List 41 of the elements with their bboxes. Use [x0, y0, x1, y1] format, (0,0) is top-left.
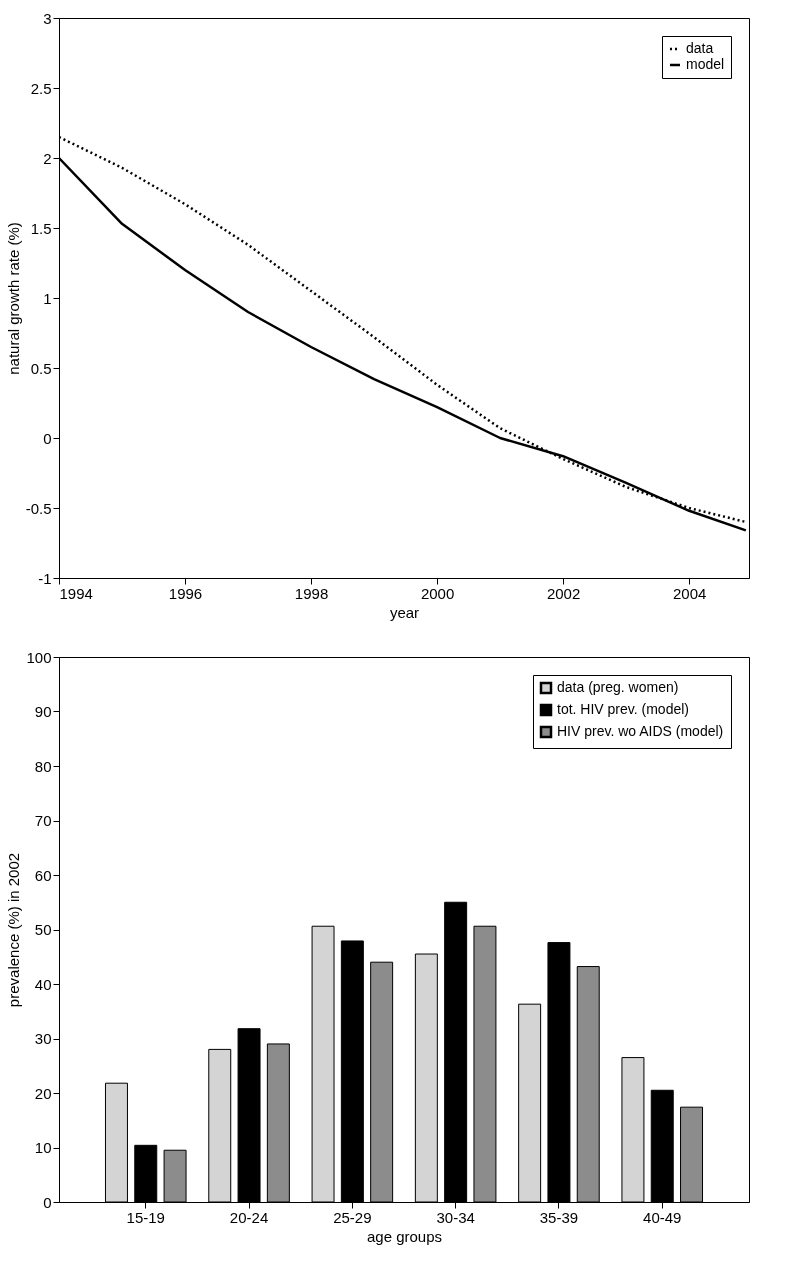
legend-label: data: [686, 40, 714, 56]
y-axis-title: natural growth rate (%): [4, 222, 22, 375]
y-tick-label: 60: [34, 866, 52, 884]
legend-label: tot. HIV prev. (model): [557, 701, 690, 717]
y-tick-label: 1.5: [30, 219, 52, 237]
y-tick-label: 10: [34, 1139, 52, 1156]
legend-label: HIV prev. wo AIDS (model): [557, 723, 724, 739]
y-tick-label: 80: [34, 757, 52, 775]
y-tick-label: 3: [43, 9, 52, 27]
legend-label: model: [686, 56, 725, 72]
y-tick-label: 1: [43, 289, 52, 307]
x-tick-label: 25-29: [333, 1208, 372, 1226]
y-tick-label: 30: [34, 1030, 52, 1047]
x-tick-label: 35-39: [539, 1208, 579, 1226]
y-tick-label: 0.5: [30, 359, 52, 377]
y-tick-label: 0: [43, 1193, 52, 1211]
y-tick-label: 90: [34, 703, 52, 720]
y-tick-label: 2.5: [30, 79, 52, 97]
y-axis-title: prevalence (%) in 2002: [5, 852, 23, 1008]
x-axis-title: year: [389, 603, 420, 621]
x-tick-label: 15-19: [126, 1208, 165, 1226]
y-tick-label: 50: [34, 921, 52, 938]
y-tick-label: 40: [34, 975, 52, 993]
x-tick-label: 20-24: [229, 1208, 269, 1226]
y-tick-label: -1: [38, 569, 52, 587]
y-tick-label: 2: [43, 149, 52, 167]
x-tick-label: 2002: [546, 584, 581, 602]
x-tick-label: 2004: [672, 584, 707, 602]
x-tick-label: 30-34: [436, 1208, 475, 1226]
x-tick-label: 1994: [59, 584, 93, 602]
x-tick-label: 2000: [420, 584, 455, 602]
y-tick-label: 100: [26, 648, 52, 666]
y-tick-label: 0: [43, 429, 52, 447]
x-tick-label: 1998: [294, 584, 329, 602]
x-tick-label: 1996: [168, 584, 203, 602]
y-tick-label: 70: [34, 812, 52, 829]
x-axis-title: age groups: [366, 1227, 443, 1245]
y-tick-label: -0.5: [25, 499, 52, 517]
y-tick-label: 20: [34, 1084, 52, 1102]
x-tick-label: 40-49: [643, 1208, 682, 1226]
legend-label: data (preg. women): [557, 679, 679, 695]
